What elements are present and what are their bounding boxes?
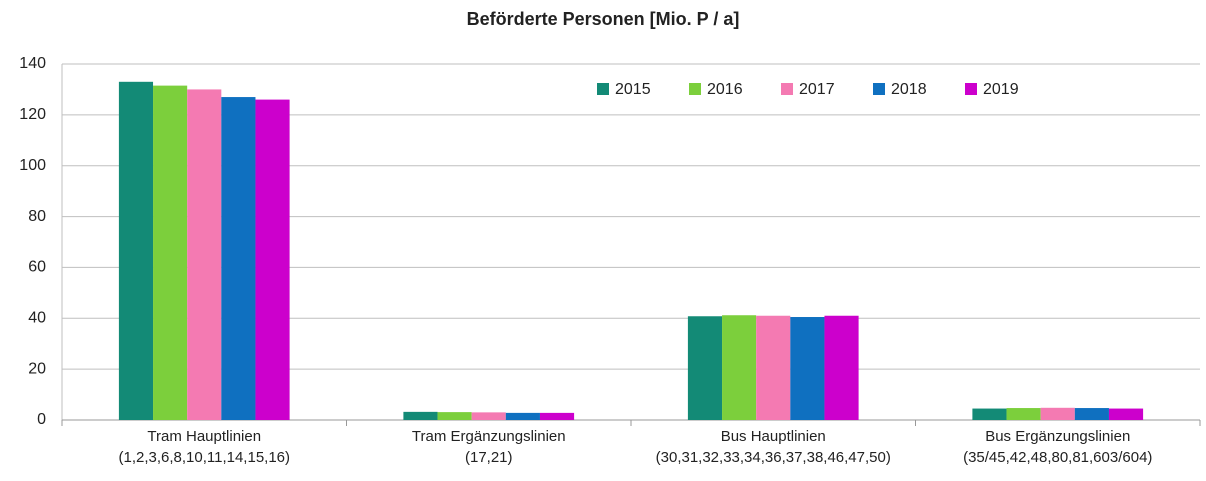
bar bbox=[1006, 408, 1041, 420]
legend-swatch bbox=[597, 83, 609, 95]
bar bbox=[221, 97, 256, 421]
y-tick-label: 100 bbox=[19, 157, 46, 174]
y-tick-label: 80 bbox=[28, 208, 46, 225]
bar bbox=[1074, 408, 1109, 420]
legend-label: 2019 bbox=[983, 81, 1019, 98]
bar bbox=[437, 412, 472, 420]
legend-label: 2015 bbox=[615, 81, 651, 98]
legend-label: 2017 bbox=[799, 81, 835, 98]
x-tick-label: Tram Hauptlinien (1,2,3,6,8,10,11,14,15,… bbox=[118, 428, 291, 466]
y-tick-label: 0 bbox=[37, 411, 46, 428]
bar bbox=[790, 317, 825, 420]
y-tick-label: 120 bbox=[19, 106, 46, 123]
y-tick-label: 40 bbox=[28, 310, 46, 327]
bar bbox=[505, 412, 540, 420]
legend-label: 2018 bbox=[891, 81, 927, 98]
bar bbox=[187, 89, 222, 420]
bar bbox=[1040, 407, 1075, 420]
y-tick-label: 140 bbox=[19, 55, 46, 72]
y-tick-label: 60 bbox=[28, 259, 46, 276]
legend-swatch bbox=[873, 83, 885, 95]
x-tick-label: Tram Ergänzungslinien (17,21) bbox=[411, 428, 566, 466]
legend-swatch bbox=[689, 83, 701, 95]
bar bbox=[722, 315, 757, 420]
chart-title: Beförderte Personen [Mio. P / a] bbox=[467, 9, 740, 29]
legend-swatch bbox=[965, 83, 977, 95]
y-tick-label: 20 bbox=[28, 360, 46, 377]
bar bbox=[687, 316, 723, 420]
x-tick-label: Bus Ergänzungslinien (35/45,42,48,80,81,… bbox=[963, 428, 1153, 466]
bar bbox=[471, 412, 506, 420]
bar bbox=[255, 99, 290, 420]
bar bbox=[824, 315, 859, 420]
legend-swatch bbox=[781, 83, 793, 95]
bar bbox=[118, 81, 154, 421]
legend-label: 2016 bbox=[707, 81, 743, 98]
bar bbox=[539, 412, 575, 420]
bar bbox=[1108, 408, 1144, 420]
bar bbox=[153, 85, 188, 420]
bar bbox=[972, 408, 1007, 420]
bar bbox=[756, 315, 791, 420]
bar bbox=[403, 411, 438, 420]
x-tick-label: Bus Hauptlinien (30,31,32,33,34,36,37,38… bbox=[655, 428, 891, 466]
